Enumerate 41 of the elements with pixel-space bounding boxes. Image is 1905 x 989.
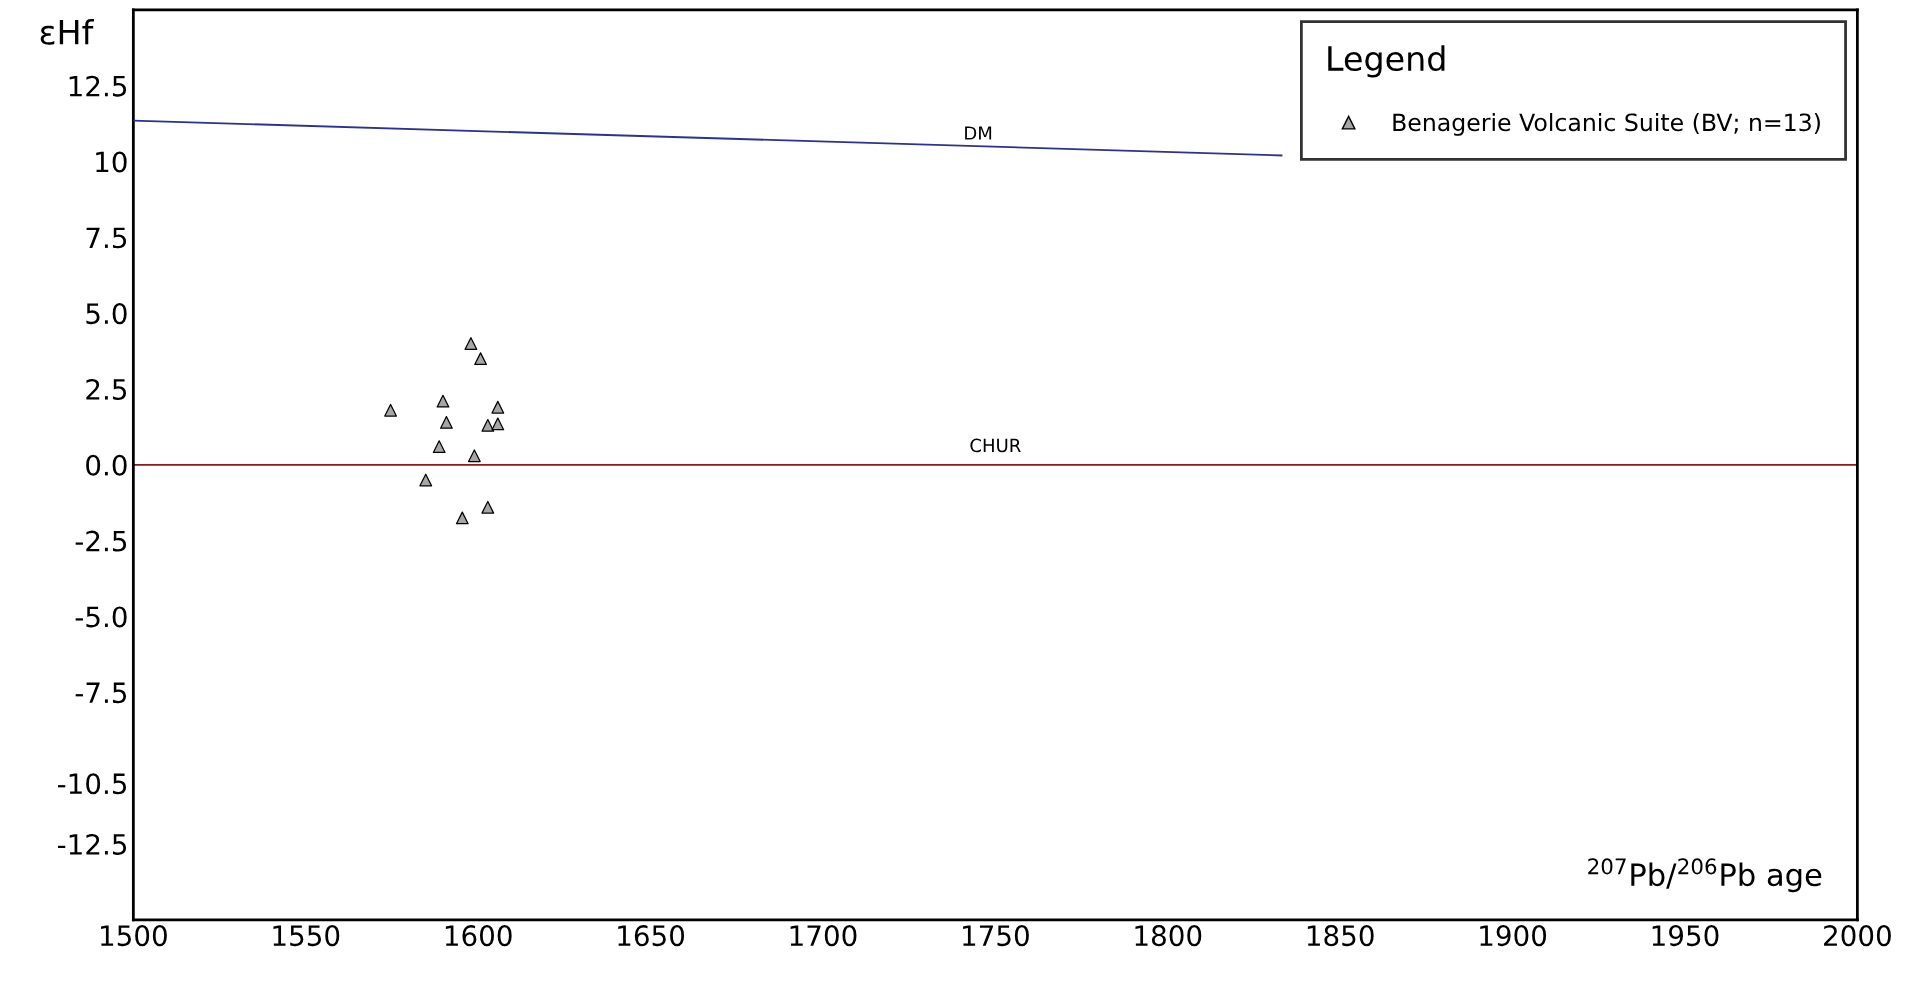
legend-label: Benagerie Volcanic Suite (BV; n=13) [1393,112,1820,136]
y-tick-label: 5.0 [86,303,127,325]
x-tick-label: 1650 [618,925,685,947]
point [464,337,478,350]
x-tick-label: 2000 [1824,925,1891,947]
y-tick-label: 7.5 [86,227,127,249]
point [432,440,446,454]
y-tick-label: 10 [96,151,127,173]
x-tick-label: 1900 [1480,925,1547,947]
point [481,500,495,514]
y-tick-label: -5.0 [75,606,127,628]
y-tick-label: -12.5 [57,833,127,855]
x-tick-label: 1500 [101,925,167,947]
x-tick-label: 1850 [1307,925,1374,947]
x-tick-label: 1800 [1135,925,1202,947]
annotation: DM [965,126,992,140]
legend-title: Legend [1328,45,1445,78]
point [384,403,398,417]
y-tick-label: -10.5 [57,773,127,795]
point [474,352,488,366]
x-tick-label: 1750 [963,925,1029,947]
y-axis-title: εHf [40,18,94,45]
x-axis-title: $^{207}$Pb/$^{206}$Pb age [1588,858,1822,893]
y-tick-label: -7.5 [75,682,127,704]
point [491,400,505,414]
x-tick-label: 1700 [790,925,857,947]
y-tick-label: 0.0 [86,454,127,476]
x-tick-label: 1600 [445,925,512,947]
y-tick-label: -2.5 [75,530,127,552]
x-tick-label: 1950 [1652,925,1719,947]
ref-line-label: CHUR [970,438,1021,453]
point [436,394,450,408]
x-tick-label: 1550 [273,925,340,947]
point [439,415,453,429]
y-tick-label: 12.5 [69,75,127,97]
point [481,418,495,432]
point [455,511,469,525]
point [467,449,481,463]
point [491,417,505,431]
point [419,473,433,487]
y-tick-label: 2.5 [86,378,127,400]
